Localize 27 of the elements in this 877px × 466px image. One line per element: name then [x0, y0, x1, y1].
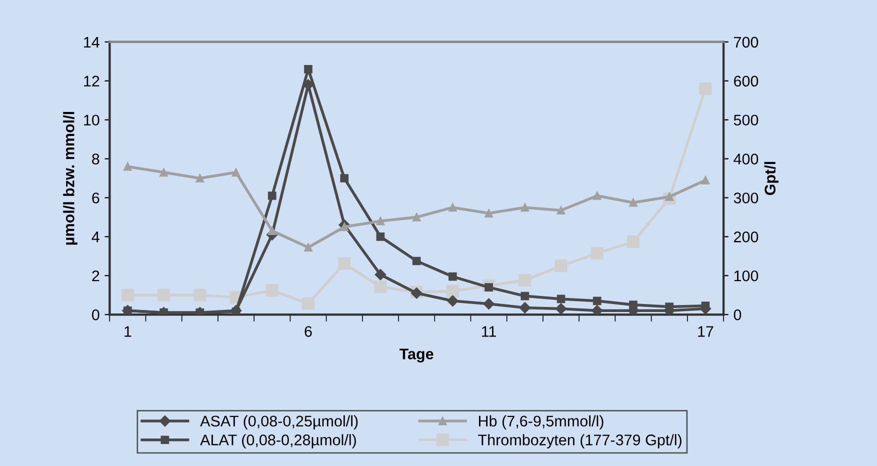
- x-tick-label: 11: [482, 326, 496, 337]
- y-tick-label: 0: [92, 309, 100, 320]
- y-tick-label: 10: [84, 114, 100, 126]
- y2-tick-label: 200: [734, 232, 758, 242]
- y2-tick-label: 100: [734, 270, 758, 282]
- legend-label: ALAT (0,08-0,28µmol/l): [200, 434, 356, 448]
- y-tick-label: 6: [92, 192, 100, 204]
- y-tick-label: 4: [92, 232, 100, 242]
- y2-tick-label: 700: [734, 36, 758, 48]
- x-tick-label: 1: [124, 326, 132, 337]
- y-tick-label: 8: [92, 154, 100, 164]
- y2-tick-label: 500: [734, 114, 758, 126]
- x-tick-label: 17: [698, 326, 714, 337]
- legend-label: ASAT (0,08-0,25µmol/l): [200, 415, 358, 430]
- legend-label: Hb (7,6-9,5mmol/l): [479, 415, 604, 430]
- y2-tick-label: 300: [734, 192, 758, 204]
- y2-tick-label: 600: [734, 76, 758, 87]
- y-tick-label: 2: [92, 270, 100, 282]
- y-tick-label: 14: [84, 36, 100, 48]
- y-axis-title: µmol/l bzw. mmol/l: [63, 112, 78, 245]
- x-tick-label: 6: [304, 326, 312, 337]
- legend-label: Thrombozyten (177-379 Gpt/l): [478, 434, 682, 448]
- y-tick-label: 12: [84, 76, 100, 86]
- y2-tick-label: 400: [734, 154, 758, 164]
- y2-tick-label: 0: [734, 309, 742, 320]
- y2-axis-title: Gpt/l: [764, 162, 779, 196]
- x-axis-title: Tage: [399, 348, 434, 362]
